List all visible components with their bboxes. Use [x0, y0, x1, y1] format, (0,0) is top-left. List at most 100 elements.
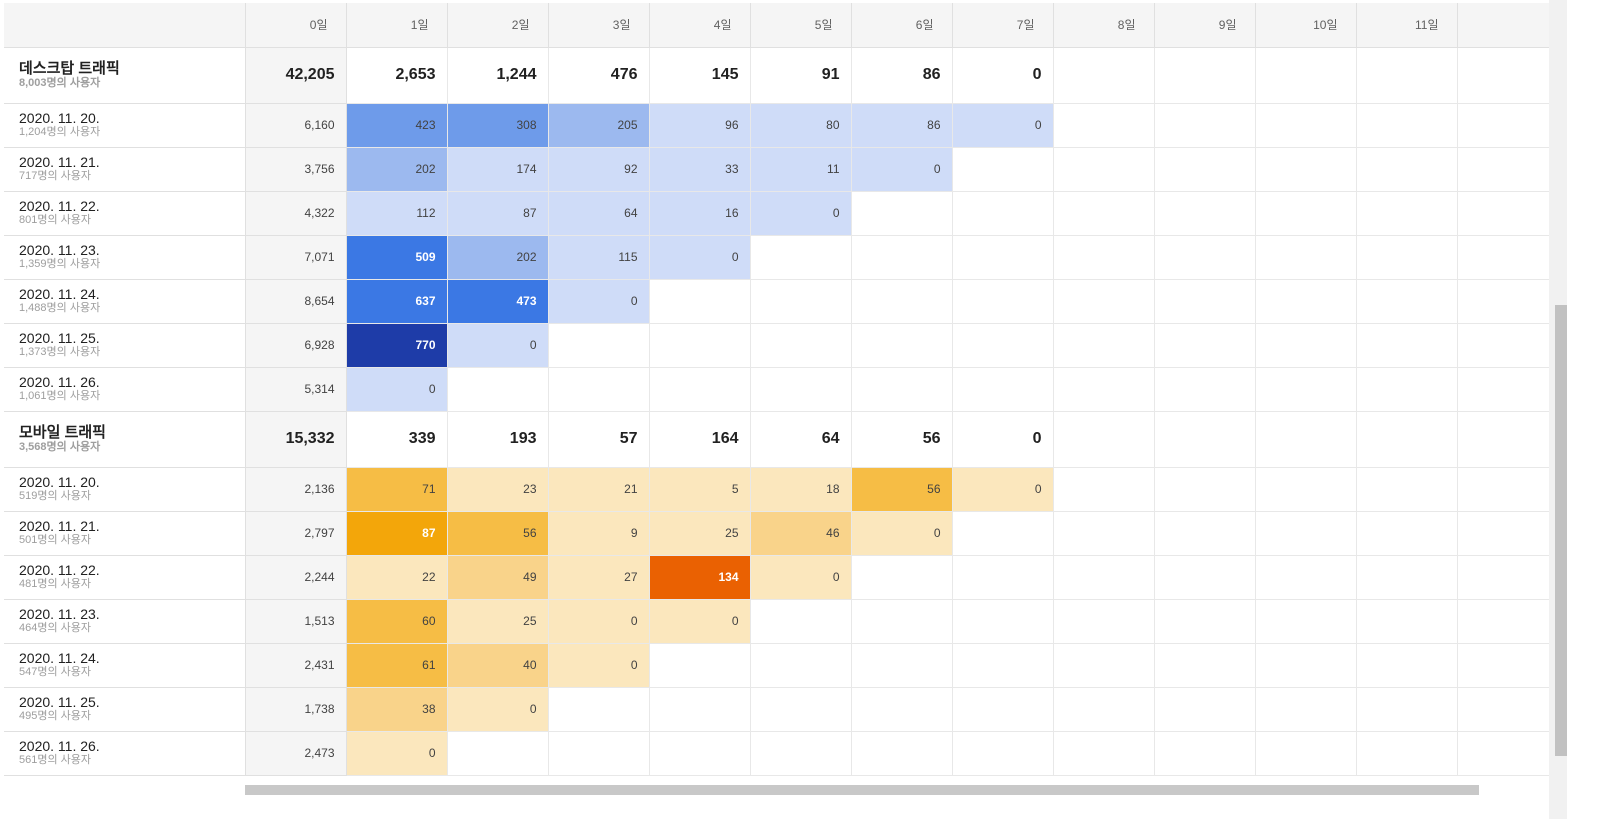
empty-cell: [1457, 411, 1550, 468]
heat-cell: 61: [346, 643, 448, 688]
heat-cell: 202: [447, 235, 549, 280]
heat-cell: 308: [447, 103, 549, 148]
empty-cell: [1457, 467, 1550, 512]
cohort-date: 2020. 11. 25.: [19, 330, 100, 346]
heat-cell: 0: [750, 191, 852, 236]
heat-cell: 80: [750, 103, 852, 148]
group-summary-row: 데스크탑 트래픽 8,003명의 사용자 42,205 2,653 1,244 476 14…: [4, 47, 1550, 104]
cohort-table: 0일 1일 2일 3일 4일 5일 6일 7일 8일 9일 10일 11일 데스크탑 트래픽 8,003…: [4, 3, 1550, 776]
heat-cell: 9: [548, 511, 650, 556]
cohort-row: 2020. 11. 22. 801명의 사용자 4,322 112 87 64 16 0: [4, 191, 1550, 236]
empty-cell: [1356, 687, 1458, 732]
cohort-date: 2020. 11. 26.: [19, 738, 100, 754]
group-day-total: 145: [649, 47, 751, 104]
group-day-total: 64: [750, 411, 852, 468]
empty-cell: [1053, 279, 1155, 324]
heat-cell: 0: [447, 687, 549, 732]
heat-cell: 27: [548, 555, 650, 600]
empty-cell: [952, 687, 1054, 732]
cohort-date: 2020. 11. 24.: [19, 286, 100, 302]
heat-cell: 0: [346, 731, 448, 776]
empty-cell: [1154, 147, 1256, 192]
cohort-total: 2,136: [245, 467, 347, 512]
empty-cell: [952, 599, 1054, 644]
empty-cell: [1154, 599, 1256, 644]
empty-cell: [1457, 555, 1550, 600]
heat-cell: 38: [346, 687, 448, 732]
cohort-label: 2020. 11. 23. 1,359명의 사용자: [4, 235, 246, 280]
heat-cell: 46: [750, 511, 852, 556]
empty-cell: [1255, 103, 1357, 148]
cohort-label: 2020. 11. 23. 464명의 사용자: [4, 599, 246, 644]
cohort-total: 1,738: [245, 687, 347, 732]
vertical-scrollbar-thumb[interactable]: [1555, 305, 1567, 756]
empty-cell: [1255, 323, 1357, 368]
empty-cell: [750, 323, 852, 368]
empty-cell: [1457, 47, 1550, 104]
cohort-row: 2020. 11. 21. 501명의 사용자 2,797 87 56 9 25 46 0: [4, 511, 1550, 556]
heat-cell: 33: [649, 147, 751, 192]
heat-cell: 509: [346, 235, 448, 280]
heat-cell: 0: [548, 599, 650, 644]
empty-cell: [851, 687, 953, 732]
group-day-total: 476: [548, 47, 650, 104]
empty-cell: [447, 731, 549, 776]
empty-cell: [1053, 147, 1155, 192]
group-day-total: 86: [851, 47, 953, 104]
cohort-row: 2020. 11. 25. 1,373명의 사용자 6,928 770 0: [4, 323, 1550, 368]
empty-cell: [1457, 103, 1550, 148]
day-header: 3일: [548, 3, 650, 48]
cohort-date: 2020. 11. 25.: [19, 694, 100, 710]
cohort-date: 2020. 11. 22.: [19, 562, 100, 578]
heat-cell: 87: [346, 511, 448, 556]
cohort-date: 2020. 11. 20.: [19, 110, 100, 126]
cohort-label: 2020. 11. 26. 561명의 사용자: [4, 731, 246, 776]
cohort-label: 2020. 11. 20. 1,204명의 사용자: [4, 103, 246, 148]
empty-cell: [1053, 555, 1155, 600]
heat-cell: 0: [548, 643, 650, 688]
heat-cell: 0: [649, 599, 751, 644]
day-header: 7일: [952, 3, 1054, 48]
cohort-total: 1,513: [245, 599, 347, 644]
empty-cell: [1457, 191, 1550, 236]
empty-cell: [1356, 47, 1458, 104]
empty-cell: [1457, 147, 1550, 192]
empty-cell: [952, 191, 1054, 236]
group-day-total: 91: [750, 47, 852, 104]
group-title: 데스크탑 트래픽: [19, 59, 120, 77]
cohort-total: 7,071: [245, 235, 347, 280]
cohort-user-count: 1,204명의 사용자: [19, 126, 101, 138]
heat-cell: 5: [649, 467, 751, 512]
empty-cell: [1053, 103, 1155, 148]
empty-cell: [851, 323, 953, 368]
empty-cell: [1457, 731, 1550, 776]
heat-cell: 86: [851, 103, 953, 148]
day-header: 4일: [649, 3, 751, 48]
empty-cell: [1356, 103, 1458, 148]
heat-cell: 0: [346, 367, 448, 412]
heat-cell: 64: [548, 191, 650, 236]
empty-cell: [952, 367, 1054, 412]
empty-cell: [1356, 279, 1458, 324]
empty-cell: [1255, 279, 1357, 324]
empty-cell: [1356, 367, 1458, 412]
day-header: 5일: [750, 3, 852, 48]
cohort-date: 2020. 11. 22.: [19, 198, 100, 214]
empty-cell: [952, 147, 1054, 192]
group-day-total: 164: [649, 411, 751, 468]
cohort-label: 2020. 11. 20. 519명의 사용자: [4, 467, 246, 512]
heat-cell: 87: [447, 191, 549, 236]
empty-cell: [1154, 411, 1256, 468]
empty-cell: [1053, 731, 1155, 776]
horizontal-scrollbar[interactable]: [245, 785, 1479, 795]
group-label: 모바일 트래픽 3,568명의 사용자: [4, 411, 246, 468]
heat-cell: 56: [447, 511, 549, 556]
empty-cell: [1457, 235, 1550, 280]
empty-cell: [1053, 235, 1155, 280]
empty-cell: [1154, 643, 1256, 688]
empty-cell: [1356, 643, 1458, 688]
empty-cell: [1053, 467, 1155, 512]
empty-cell: [1053, 411, 1155, 468]
empty-cell: [1053, 367, 1155, 412]
empty-cell: [649, 643, 751, 688]
